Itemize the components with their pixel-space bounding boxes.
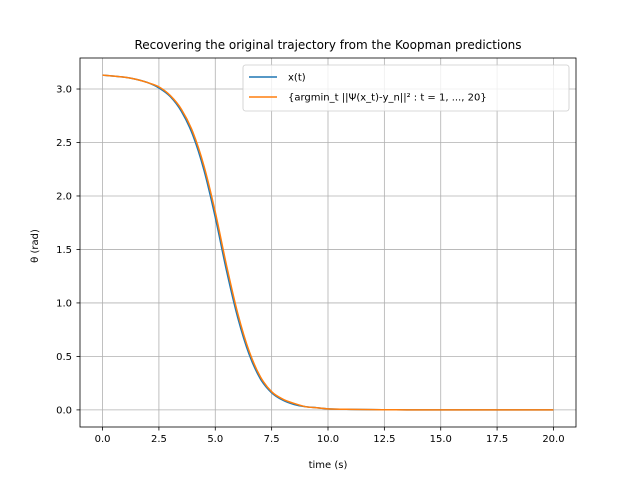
x-tick-label: 17.5	[486, 434, 508, 445]
y-tick-label: 3.0	[56, 85, 72, 96]
x-tick-label: 15.0	[430, 434, 452, 445]
x-tick-label: 12.5	[373, 434, 395, 445]
x-tick-label: 0.0	[95, 434, 111, 445]
x-tick-label: 10.0	[317, 434, 339, 445]
x-tick-label: 2.5	[151, 434, 167, 445]
plot-lines	[102, 74, 554, 411]
legend-label-1: x(t)	[288, 73, 306, 84]
y-tick-label: 1.0	[56, 298, 72, 309]
y-tick-label: 0.0	[56, 405, 72, 416]
chart-title: Recovering the original trajectory from …	[134, 38, 521, 52]
y-tick-label: 0.5	[56, 352, 72, 363]
y-tick-label: 2.5	[56, 138, 72, 149]
x-tick-label: 20.0	[542, 434, 564, 445]
y-tick-label: 2.0	[56, 191, 72, 202]
legend-label-2: {argmin_t ||Ψ(x_t)-y_n||² : t = 1, ..., …	[288, 93, 487, 104]
axis-ticks: 0.0 2.5 5.0 7.5 10.0 12.5 15.0 17.5 20.0 0.0 0.5 1.…	[56, 85, 564, 445]
legend-box	[242, 64, 570, 112]
series-line-2	[102, 74, 554, 411]
x-tick-label: 7.5	[264, 434, 280, 445]
x-axis-label: time (s)	[309, 460, 348, 471]
y-axis-label: θ (rad)	[30, 229, 41, 263]
x-tick-label: 5.0	[207, 434, 223, 445]
legend: x(t) {argmin_t ||Ψ(x_t)-y_n||² : t = 1, .…	[242, 64, 570, 112]
y-tick-label: 1.5	[56, 245, 72, 256]
